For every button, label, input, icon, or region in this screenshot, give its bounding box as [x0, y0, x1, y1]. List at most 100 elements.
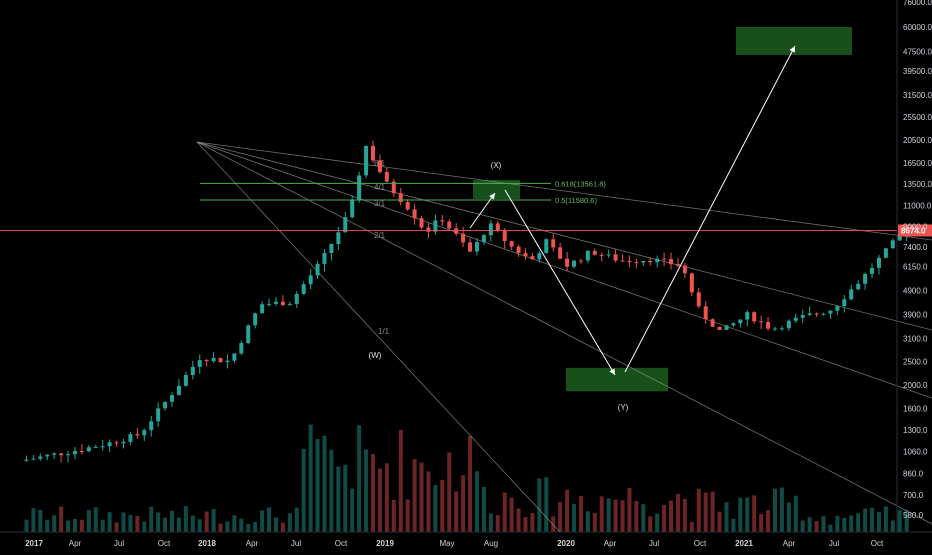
- price-tick-label: 31500.0: [903, 91, 932, 100]
- fib-label: 0.5(11580.6): [555, 196, 597, 205]
- volume-bar: [627, 487, 632, 532]
- volume-bar: [398, 429, 403, 532]
- candle-body: [412, 209, 417, 219]
- fib-levels: 0.618(13561.8) 0.5(11580.6): [200, 179, 606, 205]
- volume-bar: [648, 516, 653, 532]
- price-tick-label: 2500.0: [903, 357, 928, 366]
- price-tick-label: 3900.0: [903, 311, 928, 320]
- current-price-line: 8674.0: [0, 224, 932, 237]
- candle-body: [523, 252, 528, 257]
- fan-label: 1/1: [378, 327, 390, 336]
- time-tick-label: 2020: [557, 539, 575, 548]
- candle-body: [890, 240, 895, 249]
- candle-body: [79, 451, 84, 453]
- price-axis[interactable]: 76000.0 60000.0 47500.0 39500.0 31500.0 25500…: [896, 0, 932, 532]
- candle-body: [558, 247, 563, 259]
- candle-body: [738, 319, 743, 324]
- candle-body: [280, 301, 285, 306]
- candle-body: [350, 200, 355, 218]
- volume-bar: [100, 519, 105, 532]
- volume-bar: [544, 477, 549, 532]
- volume-bar: [343, 464, 348, 532]
- price-tick-label: 580.0: [903, 511, 924, 520]
- candle-body: [800, 315, 805, 318]
- candle-body: [766, 321, 771, 329]
- candle-body: [384, 172, 389, 182]
- fan-line: [196, 141, 561, 533]
- volume-bar: [294, 507, 299, 532]
- candle-body: [114, 442, 119, 444]
- candle-body: [662, 258, 667, 260]
- volume-bar: [481, 486, 486, 532]
- candle-body: [502, 230, 507, 242]
- candle-body: [461, 233, 466, 243]
- candle-body: [675, 264, 680, 266]
- candle-body: [371, 145, 376, 161]
- volume-bar: [197, 519, 202, 532]
- candle-body: [364, 145, 369, 176]
- volume-bar: [350, 488, 355, 532]
- candle-body: [246, 325, 251, 344]
- volume-bar: [828, 524, 833, 532]
- wave-labels: (X) (W) (Y): [369, 161, 629, 412]
- candle-body: [655, 258, 660, 263]
- volume-bar: [412, 459, 417, 532]
- candle-body: [842, 299, 847, 307]
- volume-bar: [883, 506, 888, 532]
- volume-bar: [121, 512, 126, 532]
- volume-bar: [821, 516, 826, 532]
- candle-body: [86, 447, 91, 452]
- wave-label: (Y): [618, 403, 629, 412]
- current-price-label: 8674.0: [901, 226, 926, 235]
- candle-body: [239, 343, 244, 354]
- candle-body: [45, 454, 50, 457]
- volume-bar: [696, 488, 701, 532]
- volume-bar: [537, 478, 542, 532]
- volume-bar: [849, 515, 854, 532]
- volume-bar: [488, 513, 493, 532]
- volume-bar: [516, 508, 521, 532]
- candle-body: [24, 459, 29, 461]
- volume-bar: [287, 513, 292, 532]
- volume-bar: [689, 521, 694, 532]
- volume-bar: [38, 509, 43, 532]
- volume-bar: [301, 449, 306, 532]
- candle-body: [93, 447, 98, 449]
- volume-bar: [759, 513, 764, 532]
- candle-body: [377, 160, 382, 173]
- time-tick-label: 2018: [198, 539, 216, 548]
- candle-body: [52, 453, 57, 455]
- candle-body: [398, 193, 403, 203]
- volume-bar: [890, 520, 895, 532]
- projection-arrows: [469, 45, 796, 376]
- time-axis[interactable]: 2017 Apr Jul Oct 2018 Apr Jul Oct 2019 May Aug 2020…: [0, 531, 932, 548]
- time-tick-label: Jul: [291, 539, 301, 548]
- volume-bar: [260, 510, 265, 532]
- volume-bar: [267, 507, 272, 532]
- candle-body: [509, 241, 514, 247]
- time-tick-label: Oct: [871, 539, 884, 548]
- candle-body: [696, 292, 701, 307]
- volume-bar: [502, 492, 507, 532]
- candle-body: [883, 248, 888, 258]
- time-tick-label: Jul: [114, 539, 124, 548]
- candle-body: [59, 453, 64, 456]
- volume-bar: [79, 519, 84, 532]
- price-tick-label: 700.0: [903, 491, 924, 500]
- candle-body: [724, 325, 729, 330]
- volume-bar: [371, 454, 376, 532]
- volume-bar: [391, 499, 396, 532]
- candle-body: [821, 313, 826, 315]
- candle-body: [170, 395, 175, 402]
- candle-body: [807, 313, 812, 316]
- candle-body: [481, 235, 486, 243]
- candle-body: [578, 260, 583, 262]
- candle-body: [433, 220, 438, 232]
- time-tick-label: Apr: [604, 539, 617, 548]
- volume-bar: [357, 425, 362, 532]
- candle-body: [343, 217, 348, 233]
- price-tick-label: 9000.0: [903, 223, 928, 232]
- candle-body: [814, 313, 819, 315]
